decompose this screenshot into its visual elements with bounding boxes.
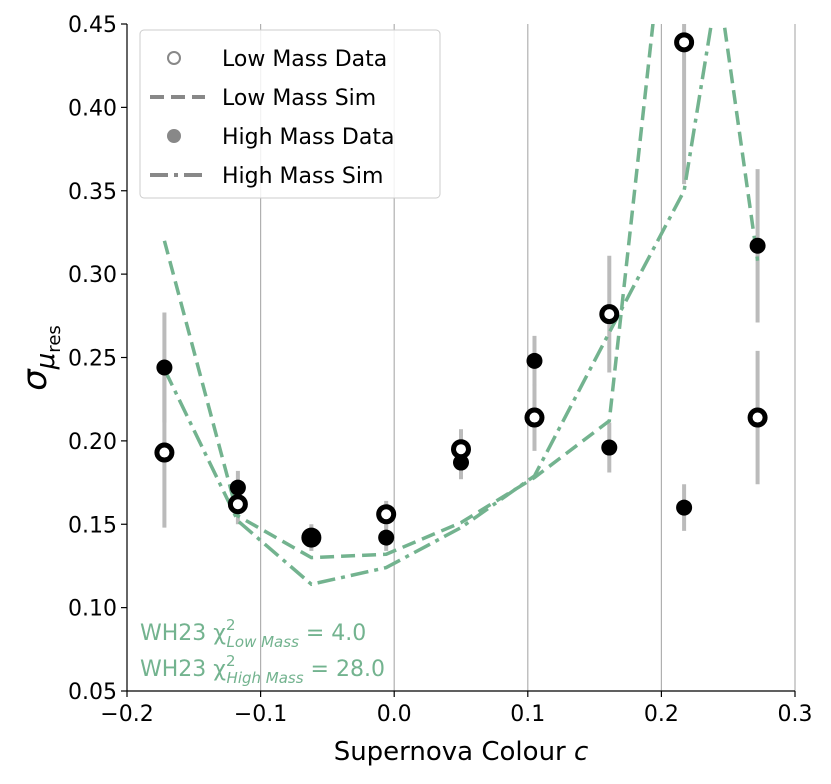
legend-marker (167, 129, 181, 143)
annotation-sub: Low Mass (227, 633, 300, 651)
y-axis-label-sub: μ (31, 353, 61, 371)
annotation-sub: High Mass (227, 669, 304, 687)
legend-label: High Mass Data (222, 125, 394, 150)
x-axis-label-text: Supernova Colour (334, 737, 574, 767)
y-tick-label: 0.45 (68, 13, 117, 38)
data-point (747, 407, 768, 428)
plot-area (154, 24, 768, 587)
data-point (674, 32, 695, 53)
x-tick-label: −0.1 (234, 702, 287, 727)
y-tick-label: 0.15 (68, 513, 117, 538)
data-point (229, 479, 246, 496)
legend-marker (167, 51, 181, 65)
data-point (453, 454, 469, 471)
data-point (749, 237, 766, 254)
y-tick-label: 0.05 (68, 680, 117, 705)
x-tick-label: −0.2 (100, 702, 153, 727)
data-point (154, 442, 175, 463)
y-tick-label: 0.40 (68, 96, 117, 121)
annotation-sup: 2 (226, 652, 236, 670)
annotation-suffix: = 28.0 (304, 657, 385, 682)
data-point (524, 407, 545, 428)
legend: Low Mass Data Low Mass Sim High Mass Data H… (139, 29, 441, 199)
annotation-prefix: WH23 χ (140, 657, 226, 682)
y-axis-label-subsub: res (44, 325, 65, 352)
y-tick-label: 0.25 (68, 347, 117, 372)
sim-line (162, 24, 714, 587)
y-axis-label: σμres (15, 325, 65, 391)
data-point (676, 499, 693, 516)
sim-line (162, 24, 760, 560)
y-tick-label: 0.10 (68, 597, 117, 622)
data-point (599, 304, 620, 325)
y-tick-label: 0.30 (68, 263, 117, 288)
x-axis-label: Supernova Colour c (334, 737, 589, 767)
data-point (227, 494, 248, 515)
y-axis-label-sym: σ (15, 368, 55, 391)
data-point (526, 352, 543, 369)
x-tick-label: 0.1 (510, 702, 545, 727)
data-point (601, 439, 618, 456)
data-point (378, 529, 395, 546)
annotation-suffix: = 4.0 (299, 621, 366, 646)
annotation: WH23 χ2 Low Mass = 4.0 (140, 616, 366, 651)
legend-label: Low Mass Data (222, 47, 387, 72)
data-point (303, 531, 320, 548)
x-tick-label: 0.0 (377, 702, 412, 727)
annotation-prefix: WH23 χ (140, 621, 226, 646)
y-tick-label: 0.35 (68, 180, 117, 205)
data-point (451, 439, 471, 460)
data-point (376, 504, 397, 525)
x-tick-label: 0.2 (644, 702, 679, 727)
legend-box (139, 29, 441, 199)
x-tick-label: 0.3 (778, 702, 813, 727)
data-point (156, 359, 173, 376)
y-tick-label: 0.20 (68, 430, 117, 455)
annotation: WH23 χ2 High Mass = 28.0 (140, 652, 385, 687)
legend-label: High Mass Sim (222, 164, 383, 189)
annotation-sup: 2 (226, 616, 236, 634)
legend-label: Low Mass Sim (222, 86, 376, 111)
x-axis-label-var: c (574, 737, 588, 767)
